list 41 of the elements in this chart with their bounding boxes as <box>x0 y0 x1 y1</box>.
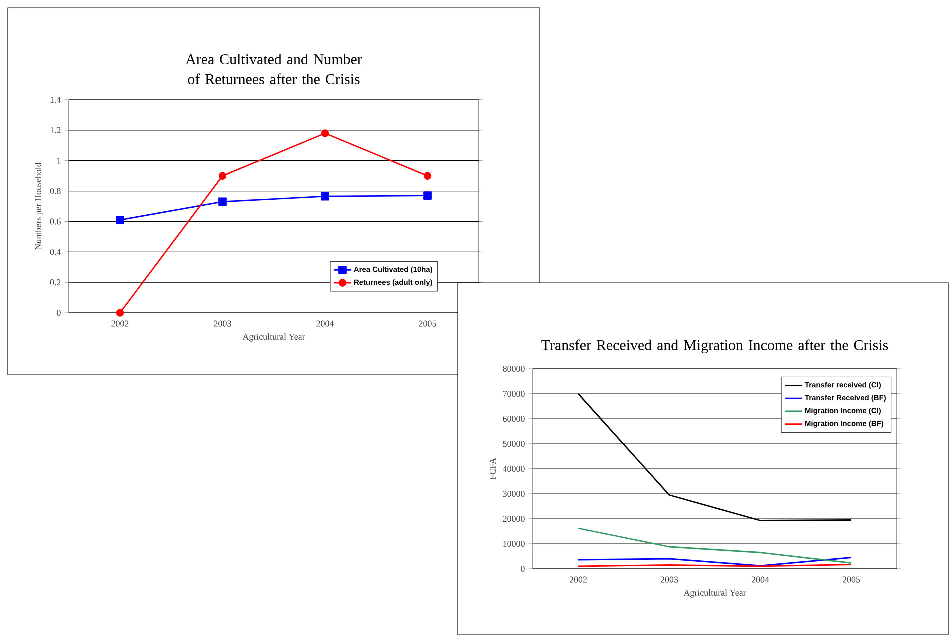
x-axis-title: Agricultural Year <box>242 334 306 342</box>
y-tick-label: 80000 <box>503 366 525 372</box>
point <box>321 192 330 201</box>
y-axis-title: FCFA <box>490 458 496 480</box>
x-tick-label: 2003 <box>660 576 678 583</box>
x-axis-title: Agricultural Year <box>684 590 746 598</box>
y-tick-label: 50000 <box>503 440 525 448</box>
point <box>116 216 124 224</box>
chart-title: Area Cultivated and Number of Returnees after the Crisis <box>186 54 362 84</box>
y-axis-title: Numbers per Household <box>35 162 44 250</box>
y-tick-label: 0 <box>521 566 525 572</box>
y-tick-label: 20000 <box>503 516 525 522</box>
x-tick-label: 2002 <box>570 576 587 583</box>
x-tick-label: 2004 <box>316 320 334 327</box>
point <box>218 172 227 180</box>
y-tick-label: 0.6 <box>50 218 61 225</box>
y-tick-label: 10000 <box>504 540 525 548</box>
y-tick-label: 1.4 <box>50 96 62 104</box>
line-series <box>578 528 852 564</box>
point <box>424 192 432 200</box>
point <box>218 198 227 206</box>
y-tick-label: 30000 <box>503 490 525 498</box>
point <box>424 172 432 180</box>
y-tick-label: 70000 <box>503 390 525 398</box>
y-tick-label: 0.4 <box>50 249 62 256</box>
x-tick-label: 2004 <box>752 576 770 583</box>
point <box>116 309 124 317</box>
y-tick-label: 0.8 <box>50 188 61 194</box>
y-tick-label: 1 <box>58 158 61 164</box>
line-series <box>578 557 852 567</box>
y-tick-label: 40000 <box>502 466 525 472</box>
x-tick-label: 2005 <box>419 320 436 327</box>
chart-title: Transfer Received and Migration Income after the Crisis <box>542 340 888 354</box>
y-tick-label: 1.2 <box>50 127 61 134</box>
x-tick-label: 2002 <box>112 320 129 327</box>
point <box>321 130 330 138</box>
y-tick-label: 0.2 <box>50 280 61 286</box>
x-tick-label: 2003 <box>214 320 232 327</box>
y-tick-label: 0 <box>57 310 61 316</box>
y-tick-label: 60000 <box>503 416 525 422</box>
x-tick-label: 2005 <box>842 576 860 583</box>
